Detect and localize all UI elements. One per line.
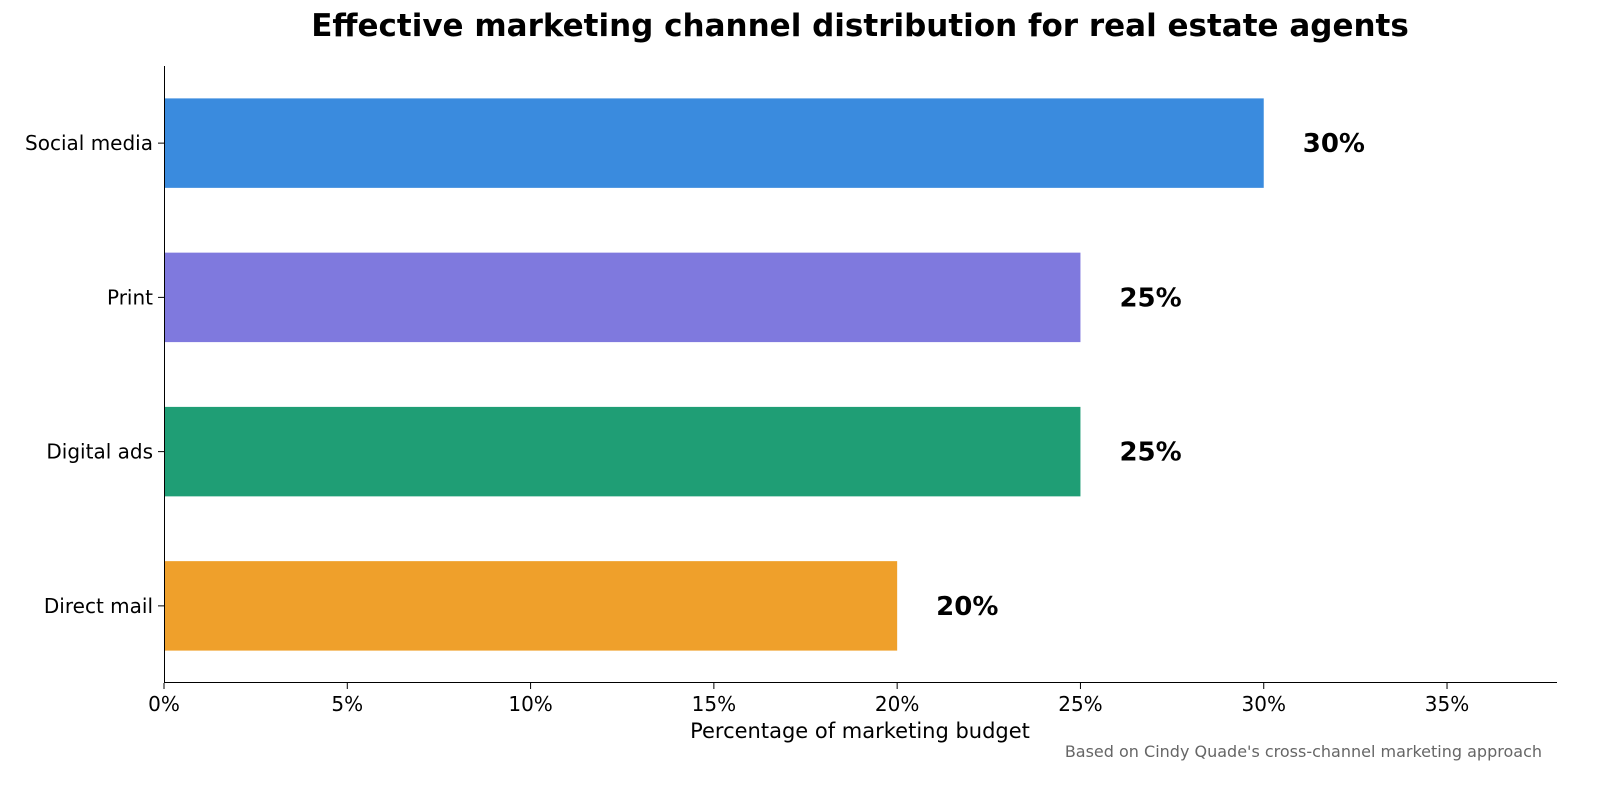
y-tick-label: Direct mail bbox=[44, 594, 153, 618]
bar-digital-ads bbox=[165, 406, 1081, 497]
y-tick-label: Print bbox=[107, 285, 153, 309]
chart-title: Effective marketing channel distribution… bbox=[311, 8, 1409, 44]
bar-direct-mail bbox=[165, 561, 898, 651]
data-label: 20% bbox=[936, 592, 998, 622]
y-axis-ticks: Social media Print Digital ads Direct mail bbox=[25, 131, 164, 618]
x-tick-label: 5% bbox=[331, 692, 363, 716]
x-tick-label: 25% bbox=[1058, 692, 1102, 716]
x-tick-label: 0% bbox=[148, 692, 180, 716]
data-labels-layer: 30% 25% 25% 20% bbox=[936, 129, 1365, 622]
bar-print bbox=[165, 252, 1081, 343]
x-tick-label: 15% bbox=[692, 692, 736, 716]
y-tick-label: Social media bbox=[25, 131, 153, 155]
x-axis-label: Percentage of marketing budget bbox=[690, 719, 1030, 743]
x-tick-label: 30% bbox=[1242, 692, 1286, 716]
y-tick-label: Digital ads bbox=[46, 440, 153, 464]
x-tick-label: 35% bbox=[1425, 692, 1469, 716]
x-tick-label: 20% bbox=[875, 692, 919, 716]
bars-layer bbox=[165, 98, 1264, 651]
footnote: Based on Cindy Quade's cross-channel mar… bbox=[1065, 742, 1542, 761]
x-tick-label: 10% bbox=[508, 692, 552, 716]
x-axis-ticks: 0% 5% 10% 15% 20% 25% 30% 35% bbox=[148, 683, 1469, 716]
data-label: 30% bbox=[1303, 129, 1365, 159]
bar-social-media bbox=[165, 98, 1264, 188]
data-label: 25% bbox=[1119, 283, 1181, 313]
data-label: 25% bbox=[1119, 438, 1181, 468]
